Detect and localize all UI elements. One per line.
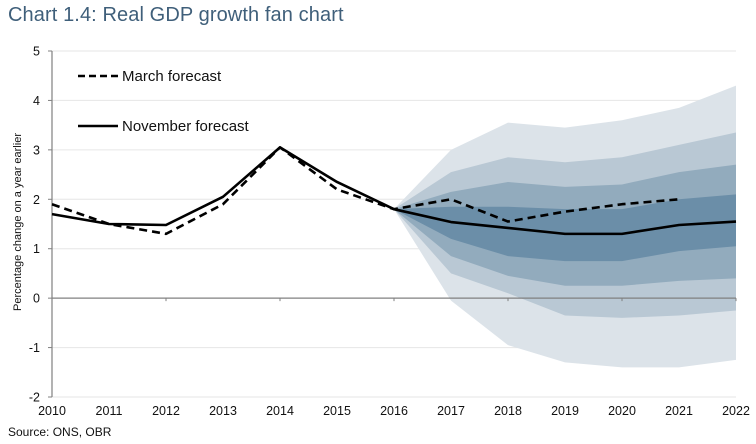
y-tick-labels: 5 4 3 2 1 0 -1 -2 <box>29 45 40 405</box>
source-note: Source: ONS, OBR <box>8 425 112 439</box>
y-tick-label: 4 <box>33 94 40 108</box>
x-tick-label: 2015 <box>323 404 351 418</box>
x-tick-label: 2012 <box>152 404 180 418</box>
chart-title: Chart 1.4: Real GDP growth fan chart <box>8 4 344 26</box>
fan-bands <box>394 85 736 368</box>
y-tick-label: 2 <box>33 193 40 207</box>
legend-november-label: November forecast <box>122 118 250 135</box>
y-tick-label: 1 <box>33 242 40 256</box>
legend: March forecast November forecast <box>78 68 250 135</box>
series-lines <box>51 146 737 236</box>
y-tick-label: -2 <box>29 391 40 405</box>
y-axis-label: Percentage change on a year earlier <box>12 133 24 311</box>
x-tick-label: 2014 <box>266 404 294 418</box>
series-line-march <box>51 146 680 236</box>
y-tick-label: 3 <box>33 143 40 157</box>
x-tick-label: 2022 <box>722 404 750 418</box>
x-tick-labels: 2010 2011 2012 2013 2014 2015 2016 2017 2018 2019… <box>38 404 750 418</box>
series-line-november <box>51 146 737 236</box>
x-tick-label: 2020 <box>608 404 636 418</box>
y-tick-label: 5 <box>33 45 40 59</box>
x-tick-label: 2021 <box>665 404 693 418</box>
x-tick-label: 2010 <box>38 404 66 418</box>
x-tick-label: 2011 <box>96 404 123 418</box>
axes <box>48 50 737 398</box>
y-tick-label: -1 <box>29 341 40 355</box>
legend-march-label: March forecast <box>122 68 222 85</box>
x-tick-label: 2017 <box>437 404 465 418</box>
x-tick-label: 2016 <box>380 404 408 418</box>
x-tick-label: 2019 <box>551 404 579 418</box>
x-tick-label: 2013 <box>209 404 237 418</box>
y-tick-label: 0 <box>33 292 40 306</box>
x-tick-label: 2018 <box>494 404 522 418</box>
